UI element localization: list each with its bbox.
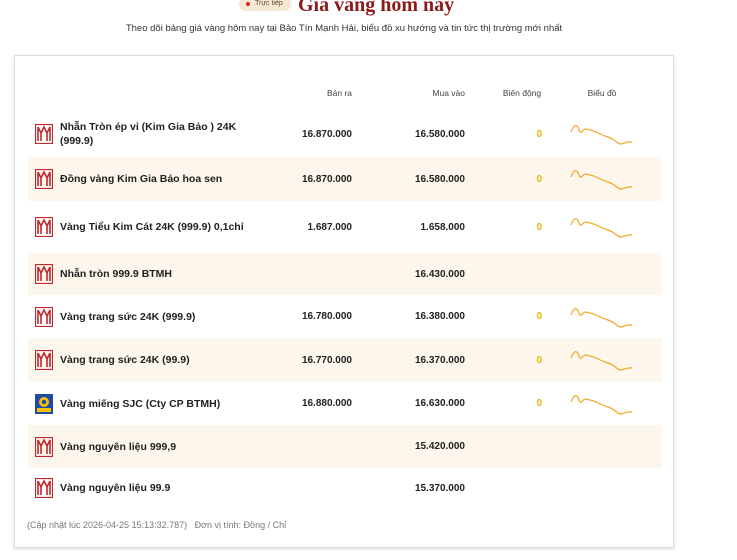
table-row: Nhẫn tròn 999.9 BTMH 16.430.000 bbox=[28, 253, 662, 295]
price-change: 0 bbox=[536, 398, 542, 409]
price-card bbox=[14, 55, 674, 548]
col-header: Biểu đồ bbox=[587, 88, 617, 98]
sparkline bbox=[570, 348, 634, 372]
price-sell: 16.780.000 bbox=[301, 311, 352, 322]
footer: (Cập nhật lúc 2026-04-25 15:13:32.787) Đ… bbox=[27, 520, 286, 530]
table-row: Vàng trang sức 24K (999.9) 16.780.000 16.3… bbox=[28, 295, 662, 338]
product-name: Vàng trang sức 24K (999.9) bbox=[60, 310, 196, 323]
table-row: Vàng Tiểu Kim Cát 24K (999.9) 0,1chỉ 1.68… bbox=[28, 203, 662, 251]
product-name: Vàng nguyên liệu 99.9 bbox=[60, 482, 171, 494]
price-buy: 15.370.000 bbox=[414, 482, 465, 494]
price-sell: 1.687.000 bbox=[307, 221, 353, 233]
logo bbox=[34, 168, 54, 190]
sparkline bbox=[570, 392, 634, 416]
price-buy: 16.380.000 bbox=[414, 311, 465, 322]
price-sell: 16.870.000 bbox=[301, 128, 352, 140]
col-header: Biến động bbox=[502, 88, 542, 98]
sparkline bbox=[570, 122, 634, 146]
price-buy: 15.420.000 bbox=[414, 441, 465, 452]
logo bbox=[35, 393, 53, 414]
sparkline bbox=[570, 305, 634, 329]
product-name: Vàng nguyên liệu 999,9 bbox=[60, 440, 177, 453]
price-change: 0 bbox=[536, 128, 542, 140]
price-change: 0 bbox=[536, 354, 542, 366]
logo bbox=[34, 216, 54, 238]
product-name: Vàng trang sức 24K (99.9) bbox=[60, 354, 190, 366]
price-buy: 16.370.000 bbox=[414, 354, 465, 366]
price-sell: 16.870.000 bbox=[301, 173, 352, 185]
price-buy: 16.580.000 bbox=[414, 128, 465, 140]
table-row: Vàng trang sức 24K (99.9) 16.770.000 16.37… bbox=[28, 338, 662, 382]
logo bbox=[34, 436, 54, 457]
logo bbox=[34, 349, 54, 371]
unit: Đơn vị tính: Đồng / Chỉ bbox=[194, 520, 287, 530]
table-row: Vàng nguyên liệu 999,9 15.420.000 bbox=[28, 425, 662, 468]
table-row: Vàng nguyên liệu 99.9 15.370.000 bbox=[28, 468, 662, 508]
page-title: Giá vàng hôm nay bbox=[298, 0, 455, 16]
sparkline bbox=[570, 215, 634, 239]
product-name: Nhẫn Tròn ép vỉ (Kim Gia Bảo ) 24K (999.… bbox=[60, 121, 237, 147]
price-sell: 16.880.000 bbox=[301, 398, 352, 409]
product-name: Nhẫn tròn 999.9 BTMH bbox=[60, 268, 173, 280]
updated: (Cập nhật lúc 2026-04-25 15:13:32.787) bbox=[27, 520, 188, 530]
live-badge: Trực tiếp bbox=[239, 0, 291, 11]
price-buy: 16.430.000 bbox=[414, 268, 465, 280]
col-header: Bán ra bbox=[326, 88, 352, 98]
price-buy: 16.580.000 bbox=[414, 173, 465, 185]
price-buy: 1.658.000 bbox=[420, 221, 466, 233]
price-buy: 16.630.000 bbox=[414, 398, 465, 409]
subtitle: Theo dõi bảng giá vàng hôm nay tại Bảo T… bbox=[125, 23, 563, 34]
sparkline bbox=[570, 167, 634, 191]
price-change: 0 bbox=[536, 173, 542, 185]
product-name: Đồng vàng Kim Gia Bảo hoa sen bbox=[60, 173, 223, 185]
price-change: 0 bbox=[536, 221, 542, 233]
product-name: Vàng Tiểu Kim Cát 24K (999.9) 0,1chỉ bbox=[60, 221, 244, 233]
price-change: 0 bbox=[536, 311, 542, 322]
price-sell: 16.770.000 bbox=[301, 354, 352, 366]
logo bbox=[34, 306, 54, 327]
col-header: Mua vào bbox=[432, 88, 465, 98]
product-name: Vàng miếng SJC (Cty CP BTMH) bbox=[60, 397, 221, 410]
logo bbox=[34, 123, 54, 145]
table-row: Đồng vàng Kim Gia Bảo hoa sen 16.870.000 1… bbox=[28, 157, 662, 201]
table-row: Nhẫn Tròn ép vỉ (Kim Gia Bảo ) 24K (999.… bbox=[28, 112, 662, 156]
table-row: Vàng miếng SJC (Cty CP BTMH) 16.880.000 16… bbox=[28, 382, 662, 425]
logo bbox=[34, 263, 54, 285]
logo bbox=[34, 477, 54, 499]
